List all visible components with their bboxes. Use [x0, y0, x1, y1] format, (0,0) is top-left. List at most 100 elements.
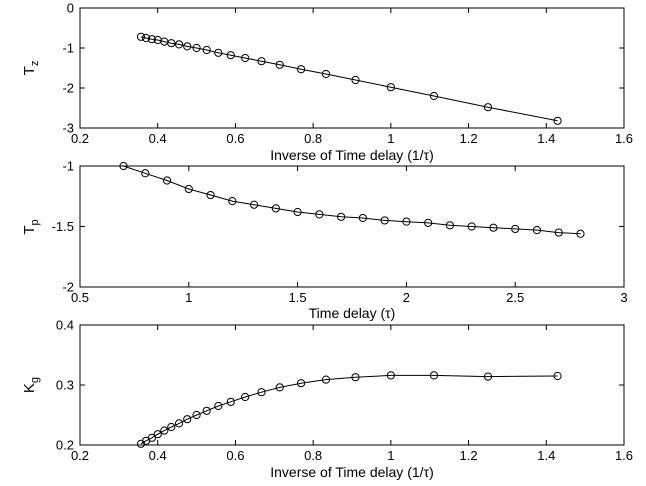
- data-point-marker: [202, 45, 211, 55]
- plot-area: [79, 324, 625, 446]
- data-point-marker: [241, 53, 250, 63]
- data-point-marker: [293, 207, 302, 217]
- y-axis-label-main: K: [21, 383, 38, 393]
- data-point-marker: [167, 422, 176, 432]
- data-point-marker: [153, 430, 162, 439]
- x-tick-label: 0.8: [304, 448, 322, 463]
- x-tick-label: 0.5: [71, 290, 89, 305]
- plot-area: [79, 7, 625, 129]
- y-tick-label: -1.5: [52, 219, 74, 234]
- data-point-marker: [192, 410, 201, 420]
- data-point-marker: [553, 116, 562, 125]
- data-point-marker: [576, 229, 585, 238]
- data-point-marker: [147, 35, 156, 44]
- data-point-marker: [214, 48, 223, 57]
- data-point-marker: [249, 200, 259, 209]
- data-point-marker: [119, 161, 128, 171]
- y-tick-label: -2: [62, 81, 74, 96]
- x-tick-label: 2.5: [506, 290, 524, 305]
- data-point-marker: [429, 91, 439, 101]
- y-tick-label: 0.4: [56, 318, 74, 333]
- data-point-marker: [174, 40, 184, 49]
- x-tick-label: 1.5: [289, 290, 307, 305]
- x-axis-label: Inverse of Time delay (1/τ): [270, 464, 433, 480]
- data-point-marker: [315, 210, 324, 219]
- data-point-marker: [351, 373, 360, 382]
- data-point-marker: [445, 221, 455, 230]
- data-point-marker: [174, 419, 184, 428]
- data-point-marker: [275, 383, 284, 392]
- data-point-marker: [136, 32, 146, 41]
- data-point-marker: [183, 415, 192, 424]
- data-point-marker: [402, 217, 411, 226]
- data-point-marker: [202, 406, 211, 415]
- x-tick-label: 0.2: [71, 131, 89, 146]
- y-ticks: -2 -1.5 -1: [52, 159, 624, 295]
- x-tick-label: 2: [403, 290, 410, 305]
- data-point-marker: [296, 65, 306, 74]
- data-point-marker: [141, 33, 151, 43]
- data-point-marker: [296, 379, 306, 388]
- series-group: [136, 32, 562, 125]
- data-point-marker: [167, 39, 176, 48]
- data-point-marker: [386, 371, 395, 380]
- data-point-marker: [532, 226, 542, 235]
- y-axis-label-sub: z: [29, 61, 41, 67]
- data-point-marker: [321, 69, 331, 79]
- data-point-marker: [424, 218, 433, 227]
- y-axis-label: Tp: [21, 219, 41, 234]
- data-point-marker: [257, 388, 266, 397]
- y-tick-label: 0.3: [56, 378, 74, 393]
- y-axis-label: Tz: [21, 61, 41, 76]
- x-tick-label: 1.4: [537, 131, 555, 146]
- data-point-marker: [511, 224, 520, 234]
- y-tick-label: 0.2: [56, 438, 74, 453]
- data-point-marker: [489, 223, 498, 232]
- x-tick-label: 1: [185, 290, 192, 305]
- x-tick-label: 1.2: [460, 448, 478, 463]
- series-group: [136, 371, 562, 448]
- x-tick-label: 1.2: [460, 131, 478, 146]
- x-tick-label: 0.6: [226, 448, 244, 463]
- data-point-marker: [228, 196, 237, 206]
- data-point-marker: [380, 216, 389, 225]
- chart-panel-kg: 0.2 0.4 0.6 0.8 1 1.2 1.4 1.6 0.2 0.3 0.4 Inverse…: [21, 318, 633, 481]
- data-point-marker: [554, 228, 563, 237]
- x-tick-label: 1.6: [615, 448, 633, 463]
- x-axis-label: Inverse of Time delay (1/τ): [270, 147, 433, 163]
- data-point-marker: [226, 397, 235, 406]
- x-tick-label: 1: [387, 131, 394, 146]
- y-axis-label-main: T: [21, 225, 38, 234]
- data-point-marker: [160, 426, 169, 435]
- data-point-marker: [337, 212, 346, 221]
- series-group: [119, 161, 585, 238]
- y-tick-label: -1: [62, 159, 74, 174]
- data-point-marker: [147, 433, 156, 442]
- data-point-marker: [184, 184, 193, 194]
- x-tick-label: 0.6: [226, 131, 244, 146]
- data-point-marker: [141, 169, 150, 178]
- data-point-marker: [275, 60, 284, 69]
- data-point-marker: [226, 51, 235, 60]
- x-tick-label: 1.4: [537, 448, 555, 463]
- data-point-marker: [183, 42, 192, 51]
- data-point-marker: [467, 222, 476, 231]
- x-ticks: 0.2 0.4 0.6 0.8 1 1.2 1.4 1.6: [71, 325, 633, 463]
- data-point-marker: [358, 213, 367, 223]
- data-point-marker: [553, 371, 562, 381]
- y-tick-label: 0: [67, 1, 74, 16]
- data-point-marker: [351, 75, 360, 85]
- y-tick-label: -1: [62, 41, 74, 56]
- data-point-marker: [192, 43, 201, 53]
- x-tick-label: 0.4: [149, 448, 167, 463]
- y-axis-label: Kg: [21, 377, 41, 393]
- data-point-marker: [483, 103, 493, 112]
- data-point-marker: [206, 190, 215, 200]
- y-axis-label-sub: g: [29, 377, 41, 383]
- x-tick-label: 0.8: [304, 131, 322, 146]
- data-point-marker: [386, 83, 395, 92]
- data-point-marker: [483, 372, 493, 381]
- x-ticks: 0.5 1 1.5 2 2.5 3: [71, 166, 628, 305]
- data-point-marker: [429, 371, 439, 380]
